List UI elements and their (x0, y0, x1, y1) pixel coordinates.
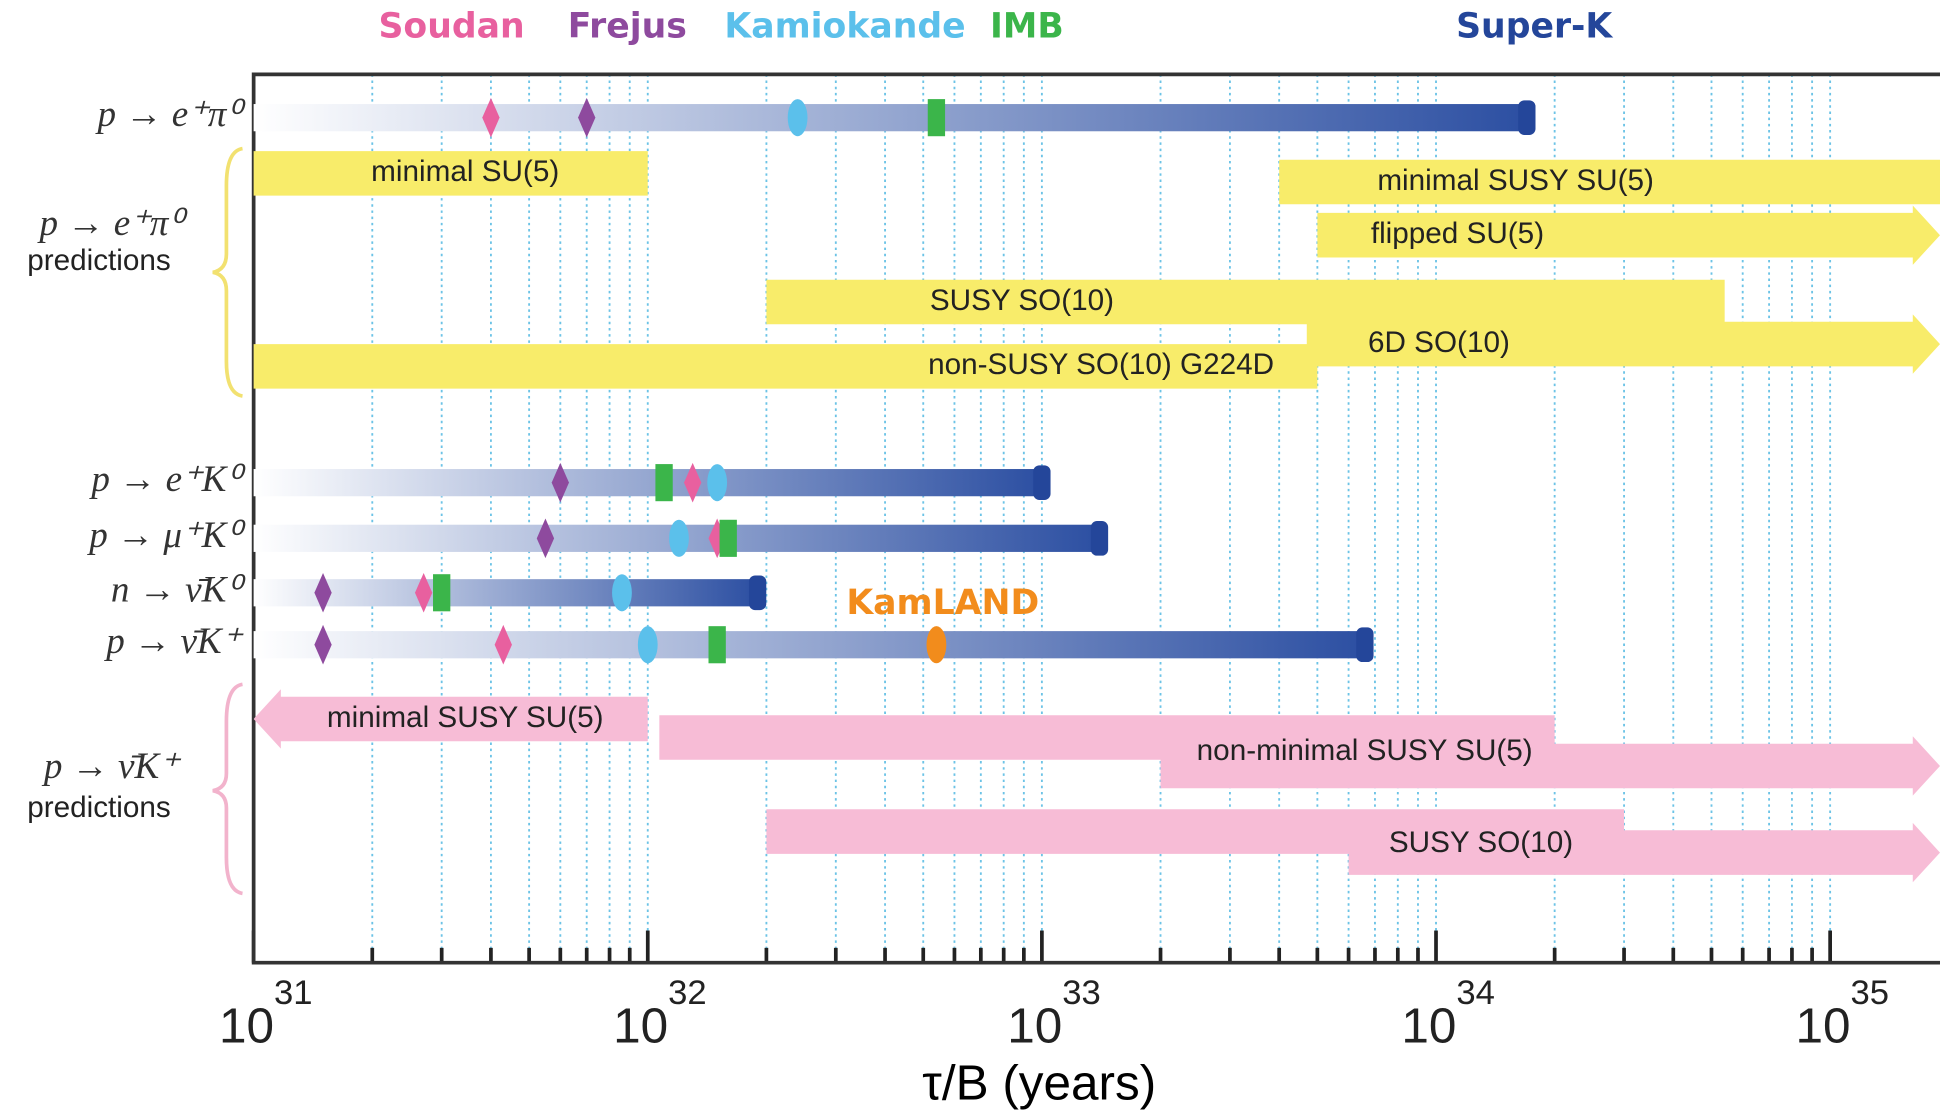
tick-base: 10 (1401, 999, 1456, 1054)
marker (927, 99, 946, 137)
marker (433, 574, 451, 612)
marker (314, 572, 332, 613)
marker (669, 519, 689, 557)
marker (612, 574, 632, 612)
limit-bar (253, 465, 1051, 500)
brace (212, 682, 243, 896)
prediction-band (1279, 159, 1940, 205)
row-label: p → e⁺π⁰ (95, 94, 247, 135)
prediction-band (766, 279, 1725, 325)
group-label: predictions (27, 791, 171, 824)
row-label: n → ν̄K⁰ (111, 569, 246, 610)
group-mode: p → ν̄K⁺ (41, 746, 181, 787)
tick-base: 10 (219, 999, 274, 1054)
legend-label: Super-K (1456, 6, 1613, 46)
prediction-band (253, 151, 648, 196)
tick-base: 10 (613, 999, 668, 1054)
row-label: p → ν̄K⁺ (103, 621, 243, 662)
row-label: p → μ⁺K⁰ (86, 515, 246, 556)
tick-exponent: 33 (1062, 974, 1101, 1012)
prediction-band (253, 689, 648, 749)
marker (708, 626, 726, 664)
limit-bar-cap (1518, 100, 1536, 135)
marker (684, 462, 702, 503)
limit-bar-cap (1090, 521, 1109, 556)
marker (707, 464, 728, 502)
marker (637, 626, 658, 664)
marker (314, 624, 332, 665)
legend-label: KamLAND (846, 583, 1039, 623)
marker (655, 464, 673, 502)
marker (494, 624, 512, 665)
x-tick-label: 1034 (1401, 974, 1495, 1054)
prediction-band (1348, 822, 1940, 883)
legend-label: IMB (990, 6, 1064, 46)
marker (414, 572, 433, 613)
prediction-band (1317, 205, 1940, 265)
marker (536, 518, 555, 559)
tick-exponent: 32 (668, 974, 707, 1012)
limit-bar-body (253, 631, 1365, 659)
limit-bar (253, 100, 1536, 135)
band-label: minimal SU(5) (371, 155, 559, 188)
x-tick-label: 1035 (1795, 974, 1889, 1054)
group-mode: p → e⁺π⁰ (36, 203, 188, 244)
axis-frame (251, 72, 1940, 965)
tick-base: 10 (1007, 999, 1062, 1054)
brace (212, 146, 243, 398)
marker (482, 97, 500, 138)
tick-exponent: 34 (1456, 974, 1495, 1012)
legend-label: Frejus (568, 6, 687, 46)
row-label: p → e⁺K⁰ (88, 459, 246, 500)
prediction-band (1306, 314, 1940, 374)
limit-bar-cap (1356, 627, 1374, 663)
band-label: non-minimal SUSY SU(5) (1197, 734, 1533, 767)
limit-bar-body (253, 104, 1527, 132)
limit-bar (253, 575, 767, 611)
legend-label: Soudan (379, 6, 525, 46)
limit-bar-cap (1033, 465, 1051, 500)
band-label: minimal SUSY SU(5) (1377, 164, 1654, 197)
marker (787, 99, 808, 137)
x-axis-title: τ/B (years) (922, 1056, 1156, 1111)
band-label: 6D SO(10) (1368, 326, 1510, 359)
limit-bar-body (253, 469, 1042, 497)
tick-exponent: 35 (1851, 974, 1890, 1012)
tick-exponent: 31 (274, 974, 313, 1012)
x-tick-label: 1033 (1007, 974, 1101, 1054)
x-tick-label: 1032 (613, 974, 707, 1054)
marker (578, 97, 596, 138)
limit-bar-body (253, 579, 758, 607)
band-label: minimal SUSY SU(5) (327, 701, 604, 734)
prediction-band (1160, 736, 1940, 796)
band-label: flipped SU(5) (1371, 217, 1544, 250)
x-tick-label: 1031 (219, 974, 313, 1054)
marker (926, 626, 947, 664)
legend-label: Kamiokande (724, 6, 965, 46)
limit-bar-cap (748, 575, 767, 611)
group-label: predictions (27, 244, 171, 277)
band-label: non-SUSY SO(10) G224D (928, 348, 1274, 381)
tick-base: 10 (1795, 999, 1850, 1054)
limit-bar (253, 627, 1374, 663)
marker (719, 519, 737, 557)
band-label: SUSY SO(10) (1389, 826, 1573, 859)
band-label: SUSY SO(10) (930, 284, 1114, 317)
prediction-band (253, 344, 1318, 389)
marker (551, 462, 569, 503)
